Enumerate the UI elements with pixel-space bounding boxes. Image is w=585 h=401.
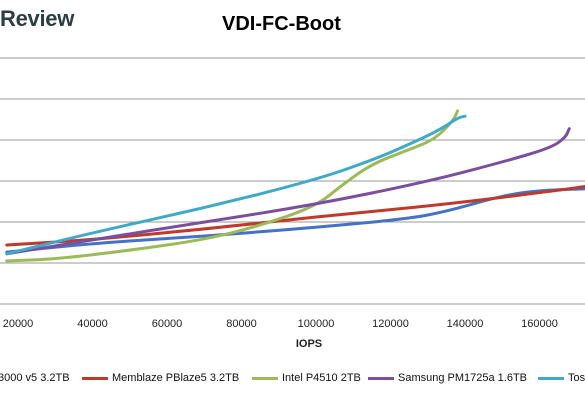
x-tick-label: 120000	[372, 318, 409, 330]
legend-swatch	[538, 376, 564, 380]
legend-item: Samsung PM1725a 1.6TB	[368, 372, 527, 384]
chart-legend: 3000 v5 3.2TB Memblaze PBlaze5 3.2TB Intel…	[0, 372, 585, 388]
x-tick-label: 80000	[226, 318, 257, 330]
series-line-memblaze-pblaze5-3-2tb	[5, 185, 585, 247]
legend-item: 3000 v5 3.2TB	[0, 372, 70, 384]
x-tick-label: 40000	[77, 318, 108, 330]
brand-logo-text: Review	[0, 6, 75, 31]
legend-label: Samsung PM1725a 1.6TB	[398, 372, 528, 384]
x-tick-label: 20000	[3, 318, 34, 330]
series-lines	[5, 109, 585, 263]
series-line-samsung-pm1725a-1-6tb	[5, 127, 571, 256]
series-line-tos	[5, 114, 467, 256]
legend-item: Intel P4510 2TB	[252, 372, 361, 384]
chart-title: VDI-FC-Boot	[222, 13, 341, 35]
x-axis-label: IOPS	[296, 338, 322, 350]
legend-label: Intel P4510 2TB	[282, 372, 361, 384]
x-tick-label: 100000	[298, 318, 335, 330]
legend-item: Tos	[538, 372, 585, 384]
x-tick-labels: 20000 40000 60000 80000 100000 120000 140000 16…	[3, 318, 558, 330]
gridlines	[0, 57, 585, 305]
series-line-3000-v5-3-2tb	[5, 187, 585, 254]
legend-label: Tos	[568, 372, 585, 384]
legend-swatch	[368, 376, 394, 380]
x-tick-label: 60000	[152, 318, 183, 330]
legend-swatch	[82, 376, 108, 380]
x-tick-label: 160000	[521, 318, 558, 330]
legend-item: Memblaze PBlaze5 3.2TB	[82, 372, 239, 384]
series-line-intel-p4510-2tb	[5, 109, 460, 263]
legend-label: 3000 v5 3.2TB	[0, 372, 70, 384]
legend-label: Memblaze PBlaze5 3.2TB	[112, 372, 240, 384]
legend-swatch	[252, 376, 278, 380]
x-tick-label: 140000	[447, 318, 484, 330]
